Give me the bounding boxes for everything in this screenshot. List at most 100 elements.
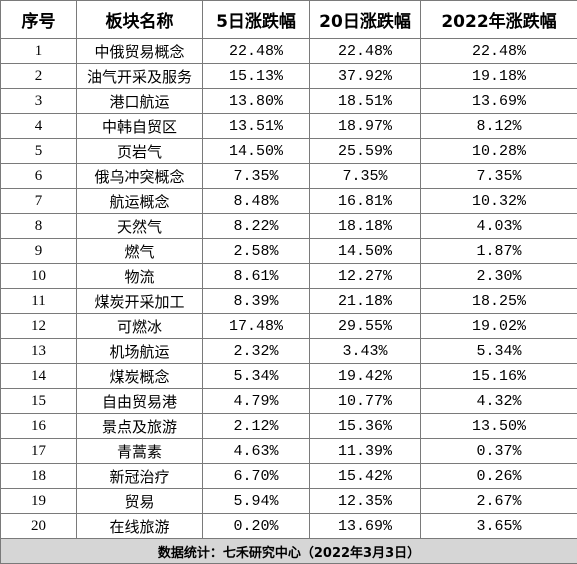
- table-footer: 数据统计：七禾研究中心（2022年3月3日）: [1, 539, 577, 564]
- footer-row: 数据统计：七禾研究中心（2022年3月3日）: [1, 539, 577, 564]
- sector-name: 物流: [77, 264, 203, 289]
- sector-name: 页岩气: [77, 139, 203, 164]
- sector-name: 天然气: [77, 214, 203, 239]
- change-5d: 4.63%: [203, 439, 310, 464]
- row-index: 1: [1, 39, 77, 64]
- header-2022-change: 2022年涨跌幅: [421, 1, 577, 39]
- change-2022: 4.03%: [421, 214, 577, 239]
- change-5d: 13.51%: [203, 114, 310, 139]
- change-2022: 2.67%: [421, 489, 577, 514]
- sector-name: 港口航运: [77, 89, 203, 114]
- sector-name: 在线旅游: [77, 514, 203, 539]
- change-20d: 15.36%: [310, 414, 421, 439]
- change-20d: 29.55%: [310, 314, 421, 339]
- change-2022: 15.16%: [421, 364, 577, 389]
- row-index: 13: [1, 339, 77, 364]
- sector-name: 中俄贸易概念: [77, 39, 203, 64]
- change-2022: 22.48%: [421, 39, 577, 64]
- change-5d: 2.32%: [203, 339, 310, 364]
- change-20d: 7.35%: [310, 164, 421, 189]
- change-5d: 0.20%: [203, 514, 310, 539]
- change-5d: 2.12%: [203, 414, 310, 439]
- row-index: 7: [1, 189, 77, 214]
- change-2022: 8.12%: [421, 114, 577, 139]
- change-2022: 2.30%: [421, 264, 577, 289]
- change-20d: 22.48%: [310, 39, 421, 64]
- change-5d: 7.35%: [203, 164, 310, 189]
- change-2022: 5.34%: [421, 339, 577, 364]
- change-5d: 6.70%: [203, 464, 310, 489]
- row-index: 8: [1, 214, 77, 239]
- change-5d: 5.94%: [203, 489, 310, 514]
- row-index: 5: [1, 139, 77, 164]
- row-index: 2: [1, 64, 77, 89]
- header-5d-change: 5日涨跌幅: [203, 1, 310, 39]
- row-index: 20: [1, 514, 77, 539]
- change-20d: 11.39%: [310, 439, 421, 464]
- source-note: 数据统计：七禾研究中心（2022年3月3日）: [1, 539, 577, 564]
- change-2022: 10.32%: [421, 189, 577, 214]
- change-2022: 19.02%: [421, 314, 577, 339]
- row-index: 17: [1, 439, 77, 464]
- change-5d: 14.50%: [203, 139, 310, 164]
- change-2022: 13.50%: [421, 414, 577, 439]
- change-20d: 18.97%: [310, 114, 421, 139]
- change-20d: 18.51%: [310, 89, 421, 114]
- change-2022: 10.28%: [421, 139, 577, 164]
- sector-name: 航运概念: [77, 189, 203, 214]
- change-5d: 2.58%: [203, 239, 310, 264]
- change-2022: 0.37%: [421, 439, 577, 464]
- row-index: 6: [1, 164, 77, 189]
- sector-name: 燃气: [77, 239, 203, 264]
- change-5d: 22.48%: [203, 39, 310, 64]
- header-20d-change: 20日涨跌幅: [310, 1, 421, 39]
- change-20d: 14.50%: [310, 239, 421, 264]
- header-index: 序号: [1, 1, 77, 39]
- change-20d: 25.59%: [310, 139, 421, 164]
- change-2022: 4.32%: [421, 389, 577, 414]
- row-index: 19: [1, 489, 77, 514]
- sector-name: 俄乌冲突概念: [77, 164, 203, 189]
- change-5d: 8.48%: [203, 189, 310, 214]
- sector-name: 油气开采及服务: [77, 64, 203, 89]
- change-2022: 7.35%: [421, 164, 577, 189]
- change-2022: 18.25%: [421, 289, 577, 314]
- change-5d: 8.61%: [203, 264, 310, 289]
- sector-name: 青蒿素: [77, 439, 203, 464]
- change-20d: 3.43%: [310, 339, 421, 364]
- change-2022: 0.26%: [421, 464, 577, 489]
- change-5d: 13.80%: [203, 89, 310, 114]
- sector-name: 煤炭概念: [77, 364, 203, 389]
- row-index: 3: [1, 89, 77, 114]
- row-index: 16: [1, 414, 77, 439]
- change-20d: 18.18%: [310, 214, 421, 239]
- row-index: 9: [1, 239, 77, 264]
- sector-name: 新冠治疗: [77, 464, 203, 489]
- change-20d: 15.42%: [310, 464, 421, 489]
- change-5d: 17.48%: [203, 314, 310, 339]
- change-20d: 12.35%: [310, 489, 421, 514]
- change-5d: 8.22%: [203, 214, 310, 239]
- sector-name: 机场航运: [77, 339, 203, 364]
- change-5d: 15.13%: [203, 64, 310, 89]
